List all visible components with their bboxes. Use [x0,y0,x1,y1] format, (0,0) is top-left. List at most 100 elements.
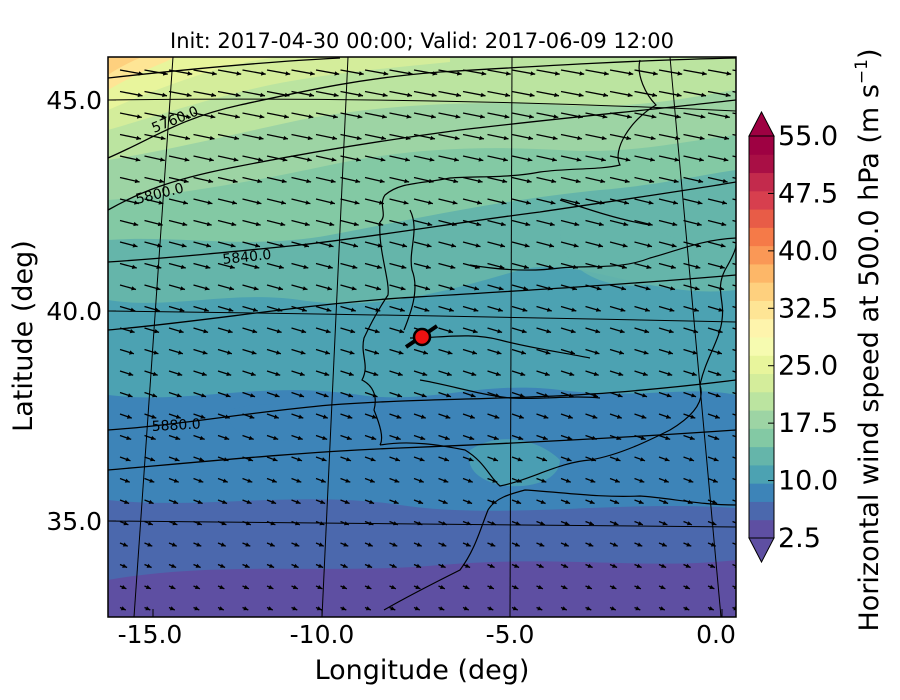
wind-arrow [732,348,736,352]
wind-arrow-head [402,221,408,227]
wind-arrow-head [493,457,498,462]
wind-arrow-head [712,499,718,504]
wind-arrow-head [669,307,675,312]
wind-arrow-head [147,521,153,526]
wind-arrow-head [283,135,288,141]
wind-arrow-head [182,221,188,227]
wind-arrow-head [719,286,724,291]
wind-arrow-head [445,414,451,419]
wind-arrow-head [159,178,165,184]
wind-arrow-head [443,478,449,483]
wind-arrow-head [551,178,557,184]
wind-arrow-head [441,542,447,547]
wind-arrow-head [538,563,544,568]
wind-arrow-head [549,243,554,248]
wind-arrow-head [719,264,725,269]
wind-arrow-head [647,221,653,227]
wind-arrow-head [673,200,678,205]
wind-arrow-head [543,414,549,419]
wind-arrow-head [449,286,455,291]
wind-arrow-head [619,329,625,334]
wind-arrow-head [227,329,233,334]
x-tick-label: -15.0 [118,620,183,649]
wind-arrow-head [451,243,456,248]
wind-arrow-head [446,371,452,376]
wind-arrow-head [432,71,438,76]
wind-arrow-head [497,329,503,334]
wind-arrow-head [122,542,128,547]
wind-arrow-head [126,414,132,419]
wind-arrow-head [226,371,232,376]
wind-arrow-head [390,606,396,611]
wind-arrow-head [183,178,189,184]
wind-arrow-head [232,178,238,184]
contour-5760 [108,57,736,159]
wind-arrow-head [685,563,691,568]
wind-arrow-head [718,307,724,312]
wind-arrow [732,520,736,524]
wind-arrow-head [211,71,217,76]
wind-arrow-head [586,585,592,589]
wind-arrow-head [715,393,721,398]
wind-arrow-head [380,157,386,162]
wind-arrow-head [635,606,641,611]
wind-arrow-head [713,457,719,462]
wind-arrow-head [207,200,213,205]
wind-arrow-head [343,521,349,526]
wind-arrow-head [180,286,185,291]
wind-arrow-head [478,157,484,162]
wind-arrow-head [539,521,545,526]
wind-arrow-head [708,606,714,611]
wind-arrow-head [255,243,260,248]
wind-arrow-head [126,435,132,440]
wind-arrow-head [667,371,673,376]
wind-arrow-head [666,393,672,398]
wind-arrow-head [490,542,496,547]
wind-arrow-head [686,521,692,526]
wind-arrow-head [494,414,500,419]
wind-arrow-head [343,542,349,547]
wind-arrow-head [267,606,273,611]
wind-arrow-head [178,350,183,355]
wind-arrow-head [554,71,560,76]
wind-arrow-head [611,585,617,589]
wind-arrow-head [245,521,251,526]
wind-arrow-head [358,71,364,76]
wind-arrow-head [564,521,570,526]
wind-arrow-head [599,200,605,205]
wind-arrow-head [175,414,181,419]
wind-arrow-head [398,350,404,355]
wind-arrow-head [418,499,424,504]
wind-arrow-head [528,114,534,119]
wind-arrow-head [378,221,384,227]
colorbar-tick-label: 2.5 [778,523,821,554]
wind-arrow-head [250,371,256,376]
wind-arrow-head [693,329,699,334]
wind-arrow-head [371,414,377,419]
wind-arrow-head [276,329,282,334]
wind-arrow-head [407,71,413,76]
colorbar-tick-label: 25.0 [778,351,838,382]
wind-arrow-head [282,157,288,162]
wind-arrow-head [578,92,584,98]
wind-arrow-head [565,478,571,483]
wind-arrow-head [597,264,603,269]
wind-arrow-head [742,329,747,333]
wind-arrow-head [232,200,237,205]
wind-arrow-head [577,114,583,119]
colorbar-max-extension [748,110,775,137]
wind-arrow-head [430,114,436,119]
wind-arrow-head [298,414,304,419]
wind-arrow-head [201,371,207,376]
wind-arrow-head [427,221,433,227]
colorbar-band [749,373,774,393]
wind-arrow-head [322,414,328,419]
wind-arrow-head [516,499,522,504]
wind-band-26 [108,57,280,110]
wind-arrow-head [576,157,582,162]
wind-arrow-head [639,478,645,483]
wind-arrow-head [203,307,209,312]
wind-arrow-head [416,563,422,568]
wind-arrow-head [220,563,226,568]
wind-arrow-head [592,414,598,419]
